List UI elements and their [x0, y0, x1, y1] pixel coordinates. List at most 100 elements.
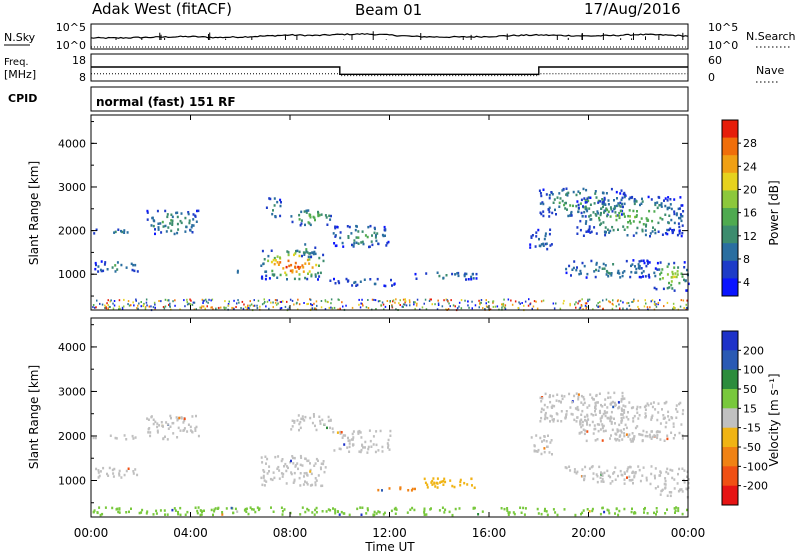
power-cell: [241, 300, 244, 303]
nsearch-tick-bottom: 10^0: [708, 39, 738, 52]
velocity-cell: [592, 477, 595, 481]
power-cell: [594, 213, 597, 216]
power-cell: [305, 250, 308, 253]
power-cell: [447, 308, 450, 310]
power-cell: [387, 240, 390, 244]
velocity-cell: [299, 484, 302, 487]
power-cell: [652, 226, 654, 229]
power-cell: [297, 298, 299, 301]
velocity-cell: [660, 489, 663, 492]
power-cell: [510, 299, 512, 302]
power-cell: [94, 267, 97, 271]
power-cell: [127, 300, 130, 303]
power-cell: [586, 209, 589, 213]
power-cell: [308, 258, 311, 261]
power-cell: [445, 298, 447, 301]
power-cell: [611, 225, 614, 229]
power-cell: [472, 277, 475, 280]
velocity-cell: [653, 511, 655, 515]
velocity-cell: [616, 438, 619, 441]
colorbar-tick-label: 15: [743, 402, 757, 415]
power-cell: [249, 304, 251, 307]
power-cell: [621, 205, 624, 208]
velocity-cell: [623, 478, 626, 481]
power-cell: [356, 283, 359, 287]
velocity-cell: [564, 466, 567, 469]
velocity-cell: [594, 427, 597, 431]
velocity-cell: [112, 472, 115, 475]
velocity-cell: [174, 509, 177, 512]
power-cell: [298, 254, 301, 258]
velocity-cell: [618, 435, 621, 438]
velocity-cell: [156, 431, 159, 434]
velocity-cell: [667, 472, 670, 475]
power-cell: [470, 275, 473, 279]
power-cell: [137, 304, 139, 307]
power-cell: [445, 308, 447, 311]
velocity-cell: [586, 413, 589, 417]
velocity-cell: [654, 467, 657, 470]
velocity-cell: [313, 415, 315, 418]
power-cell: [93, 232, 96, 235]
velocity-cell: [530, 436, 533, 439]
power-cell: [402, 303, 405, 306]
power-cell: [670, 283, 673, 287]
power-cell: [287, 253, 290, 257]
power-cell: [96, 299, 98, 302]
power-cell: [371, 234, 373, 237]
power-cell: [637, 305, 639, 308]
power-cell: [337, 298, 339, 301]
power-cell: [360, 241, 363, 244]
power-cell: [236, 271, 239, 274]
power-cell: [315, 300, 318, 303]
power-cell: [307, 209, 310, 212]
power-cell: [685, 306, 688, 309]
power-cell: [377, 300, 380, 303]
colorbar-swatch: [722, 278, 738, 297]
power-cell: [640, 267, 643, 270]
colorbar-swatch: [722, 243, 738, 262]
power-cell: [584, 222, 587, 225]
power-cell: [118, 305, 120, 308]
power-cell: [562, 188, 565, 191]
power-cell: [545, 242, 548, 245]
power-cell: [456, 272, 459, 275]
power-cell: [606, 208, 609, 212]
power-cell: [170, 219, 173, 222]
y-tick-label: 4000: [58, 341, 86, 354]
power-cell: [604, 226, 607, 229]
velocity-cell: [245, 507, 248, 510]
velocity-cell: [513, 512, 516, 516]
velocity-cell: [131, 434, 134, 438]
power-cell: [656, 206, 659, 210]
velocity-cell: [563, 508, 566, 511]
velocity-cell: [658, 430, 661, 434]
power-cell: [542, 299, 545, 302]
velocity-cell: [651, 414, 654, 417]
velocity-heatmap-cells: [92, 391, 690, 517]
power-cell: [445, 274, 448, 277]
power-cell: [157, 222, 160, 225]
power-cell: [673, 221, 676, 225]
velocity-cell: [388, 487, 391, 490]
power-cell: [404, 298, 406, 301]
power-cell: [494, 305, 497, 308]
power-cell: [678, 225, 681, 229]
power-cell: [322, 253, 325, 257]
velocity-cell: [306, 507, 309, 511]
velocity-cell: [155, 512, 158, 515]
velocity-cell: [161, 424, 164, 428]
velocity-cell: [580, 401, 583, 404]
velocity-cell: [186, 510, 189, 514]
power-cell: [168, 299, 170, 302]
power-cell: [567, 214, 570, 218]
velocity-cell: [261, 483, 264, 487]
power-cell: [641, 197, 643, 201]
velocity-cell: [664, 425, 667, 429]
power-cell: [146, 304, 148, 307]
power-cell: [582, 187, 585, 191]
power-cell: [144, 307, 147, 310]
velocity-cell: [599, 428, 602, 431]
velocity-cell: [601, 474, 604, 477]
